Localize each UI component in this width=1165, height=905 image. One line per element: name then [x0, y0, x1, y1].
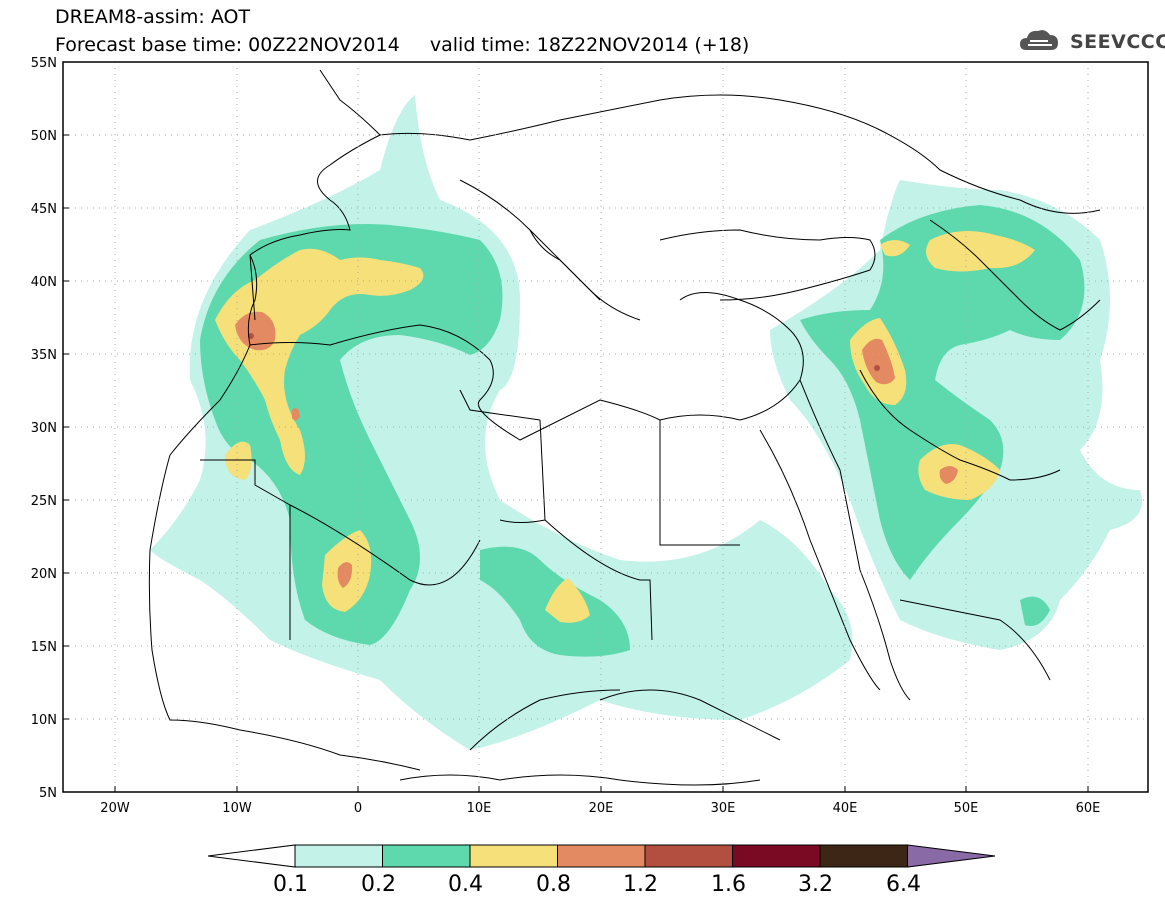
lon-label: 10W [222, 801, 252, 816]
lon-label: 20W [100, 801, 130, 816]
colorbar-segment [382, 844, 471, 868]
colorbar-segment [469, 844, 558, 868]
coastlines-borders [148, 69, 1101, 786]
lon-label: 60E [1076, 801, 1101, 816]
colorbar-segment [557, 844, 646, 868]
colorbar-label: 0.4 [448, 872, 483, 897]
colorbar-label: 1.6 [711, 872, 746, 897]
lat-label: 20N [31, 567, 57, 582]
lat-label: 45N [31, 202, 57, 217]
lon-label: 10E [467, 801, 492, 816]
logo-text: SEEVCCC [1070, 31, 1165, 53]
colorbar-label: 6.4 [886, 872, 921, 897]
lat-label: 50N [31, 129, 57, 144]
aot-level-0-8 [235, 311, 958, 588]
lon-label: 50E [954, 801, 979, 816]
colorbar-upper-arrow [907, 844, 996, 868]
aot-level-1-2 [248, 333, 880, 371]
colorbar [207, 844, 996, 868]
lat-label: 35N [31, 348, 57, 363]
colorbar-label: 0.2 [361, 872, 396, 897]
forecast-time-label: Forecast base time: 00Z22NOV2014 valid t… [55, 34, 750, 56]
colorbar-label: 1.2 [623, 872, 658, 897]
lat-label: 30N [31, 421, 57, 436]
colorbar-segment [732, 844, 821, 868]
lat-label: 5N [39, 786, 57, 801]
colorbar-segment [294, 844, 383, 868]
lat-label: 25N [31, 494, 57, 509]
grid-lines [63, 62, 1148, 792]
lat-label: 10N [31, 713, 57, 728]
aot-contours [150, 95, 1142, 750]
colorbar-lower-arrow [207, 844, 296, 868]
lat-label: 15N [31, 640, 57, 655]
aot-level-0-4 [215, 231, 1035, 623]
colorbar-segment [819, 844, 908, 868]
lat-label: 40N [31, 275, 57, 290]
cloud-logo-icon [1020, 30, 1058, 50]
lon-label: 30E [711, 801, 736, 816]
lon-label: 0 [354, 801, 362, 816]
colorbar-label: 3.2 [798, 872, 833, 897]
longitude-axis: 20W 10W 0 10E 20E 30E 40E 50E 60E [100, 786, 1100, 816]
lat-label: 55N [31, 56, 57, 71]
colorbar-segment [644, 844, 733, 868]
lon-label: 40E [833, 801, 858, 816]
latitude-axis: 55N 50N 45N 40N 35N 30N 25N 20N 15N 10N … [31, 56, 69, 801]
lon-label: 20E [589, 801, 614, 816]
map-title: DREAM8-assim: AOT [55, 6, 251, 28]
colorbar-label: 0.8 [536, 872, 571, 897]
colorbar-label: 0.1 [273, 872, 308, 897]
